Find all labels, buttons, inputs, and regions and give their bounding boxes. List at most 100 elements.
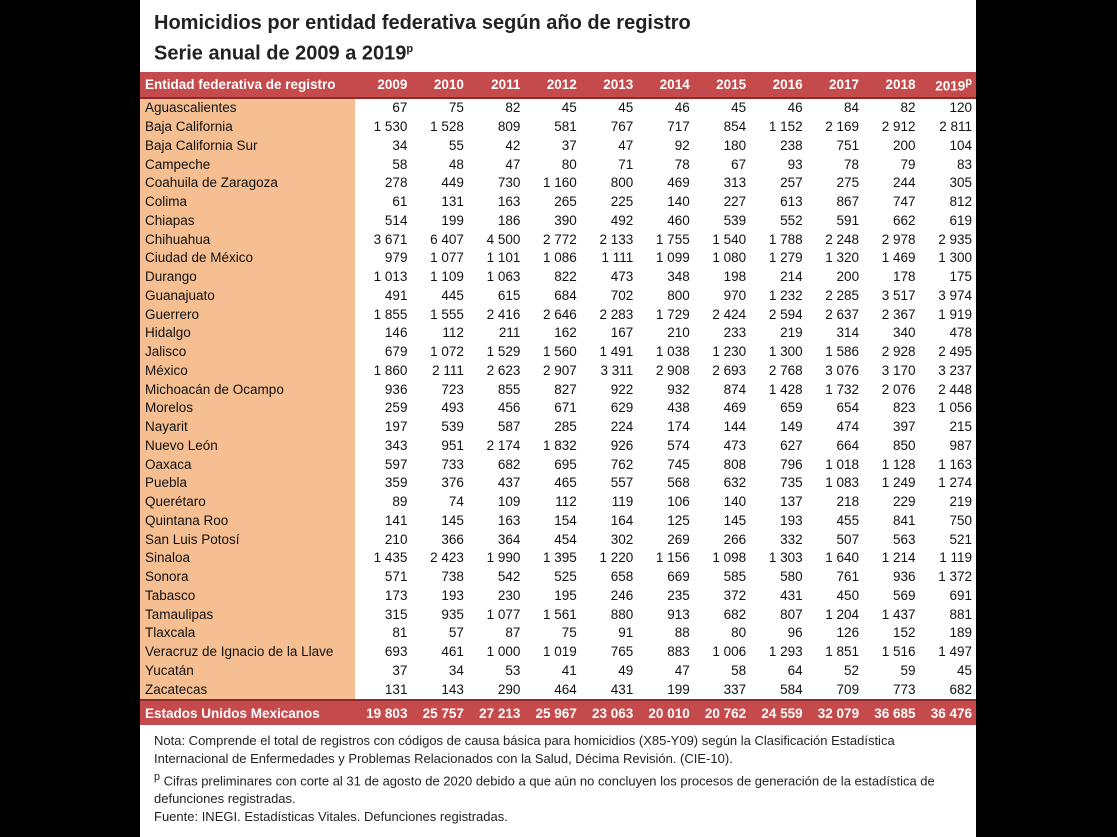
cell-value: 474 [836,419,860,435]
cell-value: 987 [949,437,972,453]
cell-value: 979 [384,250,408,266]
cell-value: 1 561 [543,606,577,622]
cell-value: 120 [949,100,972,116]
cell-value: 106 [667,494,690,510]
cell-value: 1 855 [373,306,408,322]
cell-value: 55 [448,137,464,153]
cell-value: 225 [610,194,634,210]
cell-value: 569 [893,587,916,603]
header-row: Entidad federativa de registro 2009 2010 20… [140,72,976,99]
cell-value: 874 [723,381,747,397]
cell-value: 340 [893,325,916,341]
cell-value: 823 [893,400,916,416]
cell-value: 93 [787,156,803,172]
table-row: Guanajuato 491 445 615 684 702 800 970 1 232 2 28… [140,286,976,306]
table-row: México 1 860 2 111 2 623 2 907 3 311 2 908 2 69… [140,361,976,381]
cell-value: 438 [667,400,690,416]
cell-value: 539 [723,212,747,228]
total-value: 20 762 [693,699,751,725]
cell-value: 574 [667,437,690,453]
cell-value: 1 293 [768,644,803,660]
cell-value: 507 [836,531,860,547]
cell-value: 671 [554,400,577,416]
cell-value: 3 170 [881,362,916,378]
cell-value: 1 080 [712,250,747,266]
total-value: 36 685 [863,699,920,725]
cell-value: 717 [667,119,690,135]
cell-value: 926 [610,437,634,453]
cell-value: 1 156 [655,550,690,566]
data-table: Entidad federativa de registro 2009 2010 20… [140,72,976,725]
state-name: San Luis Potosí [140,530,355,549]
cell-value: 473 [723,437,747,453]
cell-value: 1 437 [881,606,916,622]
title-block: Homicidios por entidad federativa según … [154,10,691,67]
cell-value: 1 540 [712,231,747,247]
cell-value: 812 [949,194,972,210]
cell-value: 1 160 [543,175,577,191]
cell-value: 82 [900,100,916,116]
panel: Homicidios por entidad federativa según … [140,0,976,837]
subtitle-sup: p [406,43,414,55]
total-value: 19 803 [355,699,412,725]
cell-value: 57 [448,625,464,641]
cell-value: 767 [610,119,634,135]
cell-value: 493 [441,400,464,416]
cell-value: 58 [731,662,747,678]
table-row: Michoacán de Ocampo 936 723 855 827 922 932 874… [140,380,976,399]
cell-value: 45 [731,100,747,116]
table-row: Puebla 359 376 437 465 557 568 632 735 1 083 1 249… [140,474,976,493]
cell-value: 47 [505,156,521,172]
cell-value: 4 500 [486,231,521,247]
cell-value: 1 072 [430,344,464,360]
table-row: Quintana Roo 141 145 163 154 164 125 145 193 455 8… [140,511,976,531]
cell-value: 210 [667,325,690,341]
cell-value: 597 [384,456,408,472]
cell-value: 1 119 [939,550,972,566]
cell-value: 682 [497,456,521,472]
state-name: Puebla [140,474,355,493]
cell-value: 88 [674,625,690,641]
cell-value: 332 [780,531,803,547]
cell-value: 48 [448,156,464,172]
cell-value: 695 [554,456,577,472]
cell-value: 83 [956,156,972,172]
cell-value: 1 372 [938,569,972,585]
cell-value: 109 [497,494,521,510]
table-row: Oaxaca 597 733 682 695 762 745 808 796 1 018 1 128… [140,455,976,474]
cell-value: 539 [441,419,464,435]
cell-value: 126 [836,625,860,641]
cell-value: 881 [949,606,972,622]
cell-value: 131 [384,681,408,697]
cell-value: 796 [780,456,803,472]
cell-value: 1 428 [768,381,803,397]
cell-value: 1 919 [938,306,972,322]
cell-value: 140 [723,494,747,510]
cell-value: 492 [610,212,634,228]
cell-value: 42 [505,137,521,153]
column-header: 2016 [750,72,807,99]
table-row: San Luis Potosí 210 366 364 454 302 269 266 332 5… [140,530,976,549]
cell-value: 193 [441,587,464,603]
cell-value: 314 [836,325,860,341]
cell-value: 654 [836,400,860,416]
table-row: Aguascalientes 67 75 82 45 45 46 45 46 84 82 120 [140,98,976,118]
cell-value: 3 311 [600,362,634,378]
cell-value: 189 [949,625,972,641]
cell-value: 214 [780,269,803,285]
cell-value: 1 529 [486,344,521,360]
table-row: Nayarit 197 539 587 285 224 174 144 149 474 397 215 [140,417,976,437]
cell-value: 2 935 [938,231,972,247]
cell-value: 390 [554,212,577,228]
cell-value: 269 [667,531,690,547]
cell-value: 41 [561,662,577,678]
state-name: Veracruz de Ignacio de la Llave [140,642,355,662]
cell-value: 1 555 [430,306,464,322]
cell-value: 1 516 [881,644,916,660]
subtitle-line: Serie anual de 2009 a 2019p [154,36,691,67]
state-name: Oaxaca [140,455,355,474]
cell-value: 702 [610,287,634,303]
total-value: 20 010 [637,699,694,725]
cell-value: 125 [667,512,690,528]
cell-value: 1 320 [825,250,860,266]
